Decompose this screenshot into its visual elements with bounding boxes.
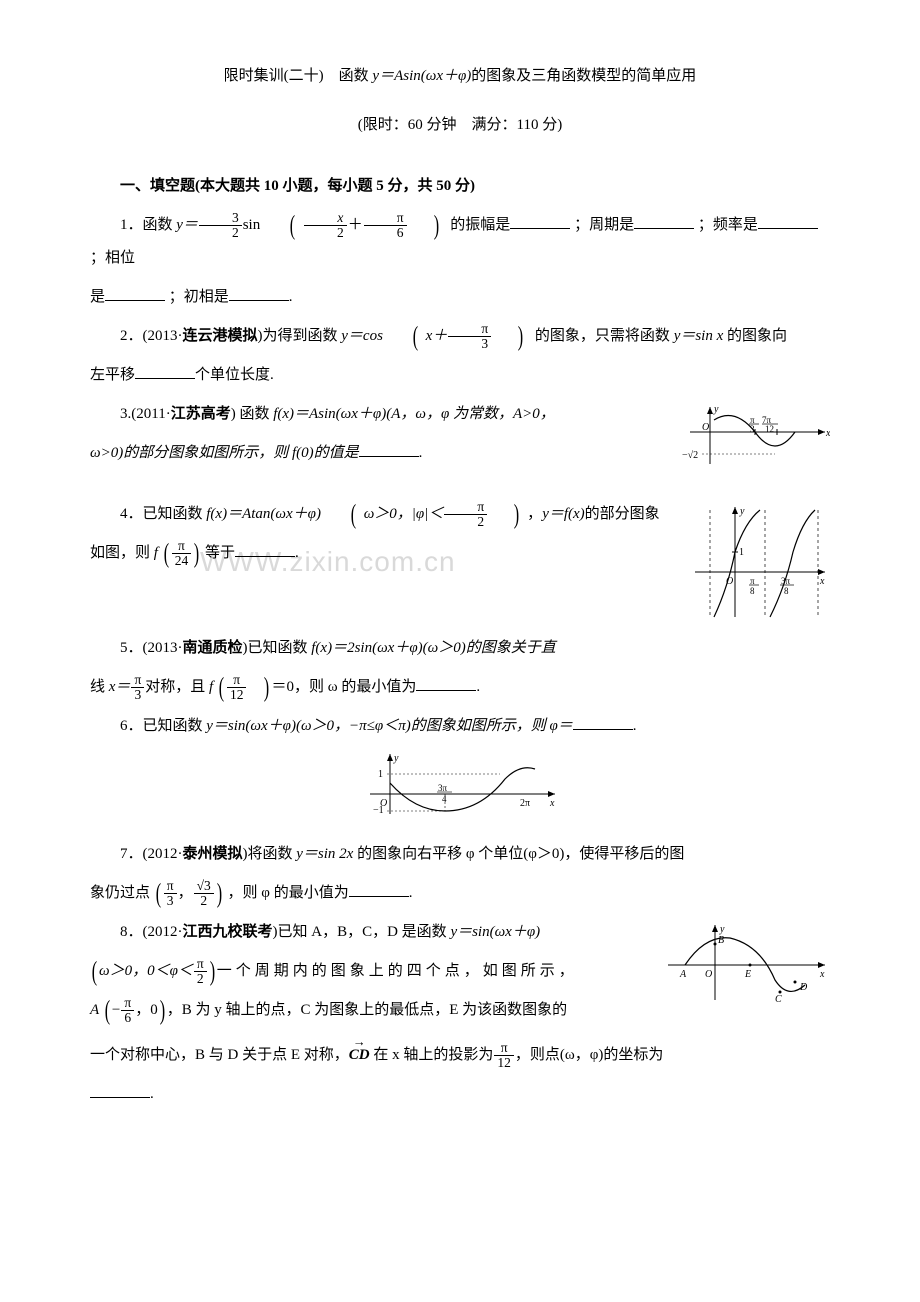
- blank: [758, 215, 818, 230]
- svg-text:B: B: [718, 935, 724, 946]
- svg-text:3π: 3π: [438, 783, 448, 793]
- blank: [235, 543, 295, 558]
- blank: [349, 883, 409, 898]
- svg-text:8: 8: [750, 586, 755, 596]
- question-8-line2: (ω＞0，0＜φ＜π2)一个周期内的图象上的四个点，如图所示，: [90, 955, 830, 988]
- blank: [416, 677, 476, 692]
- doc-subtitle: (限时：60 分钟 满分：110 分): [90, 109, 830, 142]
- svg-text:O: O: [702, 422, 709, 433]
- svg-text:x: x: [549, 798, 555, 809]
- question-4: O x y 1 π 8 3π 8 4．已知函数 f(x)＝Atan(ωx＋φ) …: [90, 498, 830, 531]
- figure-q6: O x y 1 −1 3π 4 2π: [90, 749, 830, 832]
- blank: [229, 287, 289, 302]
- vector-cd: CD: [349, 1039, 370, 1072]
- svg-text:π: π: [750, 576, 755, 586]
- question-2-line2: 左平移个单位长度.: [90, 359, 830, 392]
- svg-text:y: y: [719, 924, 725, 935]
- doc-title: 限时集训(二十) 函数 y＝Asin(ωx＋φ)的图象及三角函数模型的简单应用: [90, 60, 830, 93]
- question-3: O x y π 3 7π 12 −√2 3.(2011·江苏高考) 函数 f(x…: [90, 398, 830, 431]
- svg-text:3π: 3π: [781, 576, 791, 586]
- svg-text:−1: −1: [373, 805, 384, 816]
- blank: [135, 365, 195, 380]
- svg-text:y: y: [713, 404, 719, 415]
- blank: [634, 215, 694, 230]
- svg-text:y: y: [739, 506, 745, 517]
- question-8: O x y A B E C D 8．(2012·江西九校联考)已知 A，B，C，…: [90, 916, 830, 949]
- svg-text:x: x: [819, 576, 825, 587]
- watermark: WWW.zixin.com.cn: [200, 531, 456, 593]
- blank: [90, 1084, 150, 1099]
- blank: [573, 716, 633, 731]
- svg-text:2π: 2π: [520, 798, 530, 809]
- svg-text:1: 1: [378, 769, 383, 780]
- section-1-heading: 一、填空题(本大题共 10 小题，每小题 5 分，共 50 分): [90, 170, 830, 203]
- svg-text:3: 3: [750, 424, 755, 434]
- svg-text:12: 12: [765, 424, 774, 434]
- question-3-line2: ω>0)的部分图象如图所示，则 f(0)的值是.: [90, 437, 830, 470]
- question-2: 2．(2013·连云港模拟)为得到函数 y＝cos (x＋π3) 的图象，只需将…: [90, 320, 830, 353]
- svg-text:y: y: [393, 753, 399, 764]
- question-6: 6．已知函数 y＝sin(ωx＋φ)(ω＞0，−π≤φ＜π)的图象如图所示，则 …: [90, 710, 830, 743]
- svg-text:4: 4: [442, 794, 447, 804]
- blank: [359, 443, 419, 458]
- blank: [510, 215, 570, 230]
- question-1: 1．函数 y＝32sin (x2＋π6) 的振幅是 ；周期是 ；频率是 ；相位: [90, 209, 830, 275]
- question-8-line4: 一个对称中心，B 与 D 关于点 E 对称，CD 在 x 轴上的投影为π12，则…: [90, 1039, 830, 1072]
- question-8-line3: A (−π6，0)，B 为 y 轴上的点，C 为图象上的最低点，E 为该函数图象…: [90, 994, 830, 1027]
- question-8-line5: .: [90, 1078, 830, 1111]
- blank: [105, 287, 165, 302]
- question-7: 7．(2012·泰州模拟)将函数 y＝sin 2x 的图象向右平移 φ 个单位(…: [90, 838, 830, 871]
- title-formula: y＝Asin(ωx＋φ): [372, 68, 471, 84]
- question-5-line2: 线 x＝π3对称，且 f (π12 )＝0，则 ω 的最小值为.: [90, 671, 830, 704]
- svg-text:8: 8: [784, 586, 789, 596]
- question-7-line2: 象仍过点 (π3，√32) ，则 φ 的最小值为.: [90, 877, 830, 910]
- question-5: 5．(2013·南通质检)已知函数 f(x)＝2sin(ωx＋φ)(ω＞0)的图…: [90, 632, 830, 665]
- question-1-line2: 是 ；初相是.: [90, 281, 830, 314]
- question-4-line2: WWW.zixin.com.cn 如图，则 f (π24) 等于.: [90, 537, 830, 570]
